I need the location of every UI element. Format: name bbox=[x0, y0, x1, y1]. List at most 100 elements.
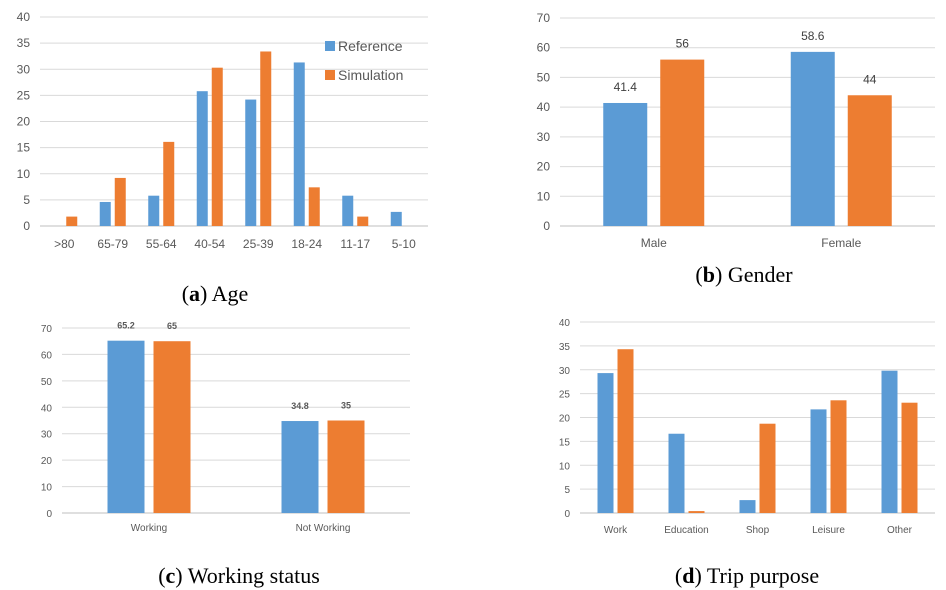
bar-age-s1-2 bbox=[163, 141, 175, 226]
bar-trip-s0-2 bbox=[739, 500, 756, 513]
bar-age-s1-0 bbox=[66, 216, 78, 226]
y-tick-label: 10 bbox=[537, 189, 551, 203]
bar-working-s0-0 bbox=[107, 340, 145, 513]
y-tick-label: 60 bbox=[537, 41, 551, 55]
y-tick-label: 15 bbox=[559, 437, 571, 448]
legend-swatch bbox=[325, 70, 335, 80]
x-tick-label: Shop bbox=[746, 525, 770, 536]
bar-age-s1-3 bbox=[211, 67, 223, 227]
data-label: 65 bbox=[167, 321, 177, 331]
x-tick-label: 55-64 bbox=[146, 237, 177, 251]
y-tick-label: 40 bbox=[537, 100, 551, 114]
bar-trip-s1-2 bbox=[759, 423, 776, 513]
bar-gender-s1-1 bbox=[847, 95, 892, 226]
chart-trip: 0 5 10 15 20 25 30 35 40 Work Education Shop Leisure… bbox=[559, 318, 935, 536]
y-tick-label: 40 bbox=[559, 318, 571, 329]
bar-age-s0-4 bbox=[245, 99, 257, 226]
bar-trip-s0-0 bbox=[597, 373, 614, 513]
bar-trip-s1-1 bbox=[688, 511, 705, 513]
legend-swatch bbox=[325, 41, 335, 51]
x-tick-label: 40-54 bbox=[194, 237, 225, 251]
y-tick-label: 0 bbox=[543, 219, 550, 233]
bar-age-s0-6 bbox=[342, 195, 354, 226]
y-tick-label: 60 bbox=[41, 350, 53, 361]
chart-age: 0 5 10 15 20 25 30 35 40 >80 65-79 55-64 40-54 25-39 1… bbox=[17, 10, 428, 251]
y-tick-label: 30 bbox=[559, 366, 571, 377]
bar-age-s0-5 bbox=[293, 62, 305, 226]
legend-label: Reference bbox=[338, 38, 403, 54]
y-tick-label: 20 bbox=[41, 456, 53, 467]
x-tick-label: >80 bbox=[54, 237, 75, 251]
caption-a: (a) Age bbox=[181, 281, 249, 306]
x-tick-label: Female bbox=[821, 236, 861, 250]
data-label: 34.8 bbox=[291, 401, 309, 411]
y-tick-label: 40 bbox=[41, 403, 53, 414]
caption-d: (d) Trip purpose bbox=[674, 563, 820, 588]
y-tick-label: 30 bbox=[41, 430, 53, 441]
bar-age-s1-6 bbox=[357, 216, 369, 226]
x-tick-label: 5-10 bbox=[392, 237, 416, 251]
data-label: 65.2 bbox=[117, 321, 135, 331]
legend-label: Simulation bbox=[338, 67, 403, 83]
bar-gender-s1-0 bbox=[660, 59, 705, 226]
x-tick-label: Male bbox=[641, 236, 667, 250]
y-tick-label: 5 bbox=[23, 193, 30, 207]
bar-trip-s1-4 bbox=[901, 402, 918, 513]
x-tick-label: Working bbox=[131, 523, 168, 534]
y-tick-label: 30 bbox=[537, 130, 551, 144]
y-tick-label: 70 bbox=[41, 324, 53, 335]
y-tick-label: 10 bbox=[17, 167, 31, 181]
data-label: 35 bbox=[341, 401, 351, 411]
y-tick-label: 25 bbox=[559, 390, 571, 401]
x-tick-label: 65-79 bbox=[97, 237, 128, 251]
bar-age-s1-1 bbox=[114, 177, 126, 226]
data-label: 56 bbox=[676, 37, 690, 51]
bar-age-s0-3 bbox=[196, 91, 208, 226]
y-tick-label: 25 bbox=[17, 88, 31, 102]
y-tick-label: 35 bbox=[559, 342, 571, 353]
bar-age-s1-4 bbox=[260, 51, 272, 226]
bar-age-s0-2 bbox=[148, 195, 160, 226]
bar-trip-s1-0 bbox=[617, 349, 634, 513]
bar-gender-s0-0 bbox=[603, 102, 648, 226]
y-tick-label: 50 bbox=[537, 70, 551, 84]
x-tick-label: Leisure bbox=[812, 525, 845, 536]
bar-trip-s0-3 bbox=[810, 409, 827, 513]
y-tick-label: 20 bbox=[559, 414, 571, 425]
y-tick-label: 15 bbox=[17, 141, 31, 155]
bar-working-s1-0 bbox=[153, 341, 191, 513]
y-tick-label: 10 bbox=[559, 461, 571, 472]
bar-age-s1-5 bbox=[308, 187, 320, 226]
chart-gender: 0 10 20 30 40 50 60 70 41.4 56 Male 58.6 44 Female bbox=[537, 11, 935, 250]
x-tick-label: Other bbox=[887, 525, 913, 536]
x-tick-label: 11-17 bbox=[340, 237, 370, 251]
x-tick-label: Not Working bbox=[296, 523, 351, 534]
x-tick-label: 25-39 bbox=[243, 237, 274, 251]
y-tick-label: 40 bbox=[17, 10, 31, 24]
caption-b: (b) Gender bbox=[695, 262, 793, 287]
y-tick-label: 20 bbox=[17, 115, 31, 129]
bar-working-s1-1 bbox=[327, 420, 365, 513]
bar-trip-s0-4 bbox=[881, 370, 898, 513]
caption-c: (c) Working status bbox=[158, 563, 320, 588]
x-tick-label: Work bbox=[604, 525, 628, 536]
chart-working: 0 10 20 30 40 50 60 70 65.2 65 Working 34.8 35 Not Wo… bbox=[41, 321, 410, 534]
bar-trip-s1-3 bbox=[830, 400, 847, 513]
bar-age-s0-7 bbox=[390, 211, 402, 226]
y-tick-label: 10 bbox=[41, 483, 53, 494]
y-tick-label: 35 bbox=[17, 36, 31, 50]
y-tick-label: 70 bbox=[537, 11, 551, 25]
y-tick-label: 0 bbox=[46, 509, 52, 520]
x-tick-label: Education bbox=[664, 525, 708, 536]
y-tick-label: 5 bbox=[564, 485, 570, 496]
x-tick-label: 18-24 bbox=[291, 237, 322, 251]
data-label: 44 bbox=[863, 72, 877, 86]
bar-age-s0-1 bbox=[99, 201, 111, 226]
data-label: 41.4 bbox=[614, 80, 638, 94]
y-tick-label: 50 bbox=[41, 377, 53, 388]
data-label: 58.6 bbox=[801, 29, 825, 43]
bar-working-s0-1 bbox=[281, 421, 319, 513]
bar-trip-s0-1 bbox=[668, 433, 685, 513]
y-tick-label: 0 bbox=[23, 219, 30, 233]
